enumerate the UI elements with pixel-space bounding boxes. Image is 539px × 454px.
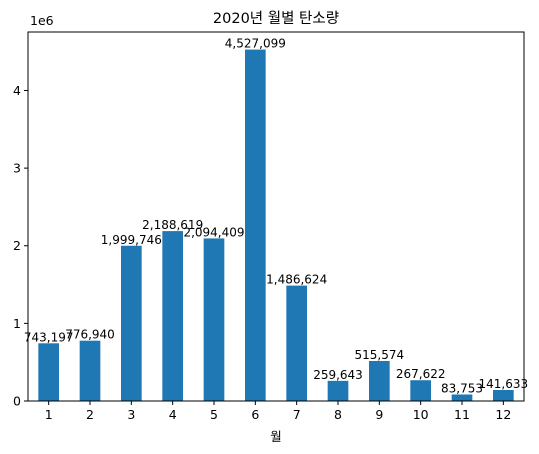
x-tick-label: 7: [293, 407, 301, 422]
y-axis-ticks: 0 1 2 3 4: [13, 83, 28, 409]
bar-value-label-9: 515,574: [355, 348, 405, 362]
bar-month-9: [369, 360, 390, 401]
y-axis-offset-label: 1e6: [30, 13, 54, 28]
y-tick-label: 2: [13, 238, 21, 253]
bar-month-4: [162, 231, 183, 401]
bar-value-label-4: 2,188,619: [142, 218, 203, 232]
bar-value-label-5: 2,094,409: [183, 225, 244, 239]
bar-month-6: [245, 49, 266, 401]
bar-value-label-6: 4,527,099: [225, 37, 286, 51]
bar-value-label-1: 743,197: [24, 330, 74, 344]
x-tick-label: 1: [45, 407, 53, 422]
x-axis-label: 월: [270, 429, 282, 444]
bar-value-label-11: 83,753: [441, 381, 483, 395]
chart-title: 2020년 월별 탄소량: [213, 10, 339, 27]
y-tick-label: 3: [13, 161, 21, 176]
bar-month-3: [121, 245, 142, 401]
bar-value-label-7: 1,486,624: [266, 273, 327, 287]
bar-value-label-12: 141,633: [479, 377, 529, 391]
y-tick-label: 4: [13, 83, 21, 98]
x-tick-label: 5: [210, 407, 218, 422]
bar-month-12: [493, 390, 514, 401]
bar-value-label-2: 776,940: [65, 328, 115, 342]
plot-frame: [27, 31, 525, 402]
x-tick-label: 4: [169, 407, 177, 422]
bar-month-7: [286, 285, 307, 401]
x-tick-label: 2: [86, 407, 94, 422]
x-tick-label: 10: [413, 407, 429, 422]
bar-value-label-8: 259,643: [313, 368, 363, 382]
y-tick-label: 0: [13, 394, 21, 409]
x-tick-label: 11: [454, 407, 470, 422]
x-tick-label: 9: [375, 407, 383, 422]
bar-value-label-3: 1,999,746: [101, 233, 162, 247]
bar-month-8: [327, 380, 349, 401]
bar-month-1: [38, 343, 59, 401]
x-tick-label: 12: [495, 407, 511, 422]
x-tick-label: 3: [127, 407, 135, 422]
bar-month-10: [410, 380, 431, 401]
x-axis-ticks: 1 2 3 4 5 6 7 8 9 10 11 12: [45, 401, 511, 422]
x-tick-label: 8: [334, 407, 342, 422]
x-tick-label: 6: [251, 407, 259, 422]
bar-month-11: [451, 394, 473, 401]
bar-month-5: [203, 238, 225, 401]
bar-month-2: [79, 340, 101, 401]
bar-value-label-10: 267,622: [396, 367, 446, 381]
bars-group: [38, 49, 514, 401]
y-tick-label: 1: [13, 316, 21, 331]
